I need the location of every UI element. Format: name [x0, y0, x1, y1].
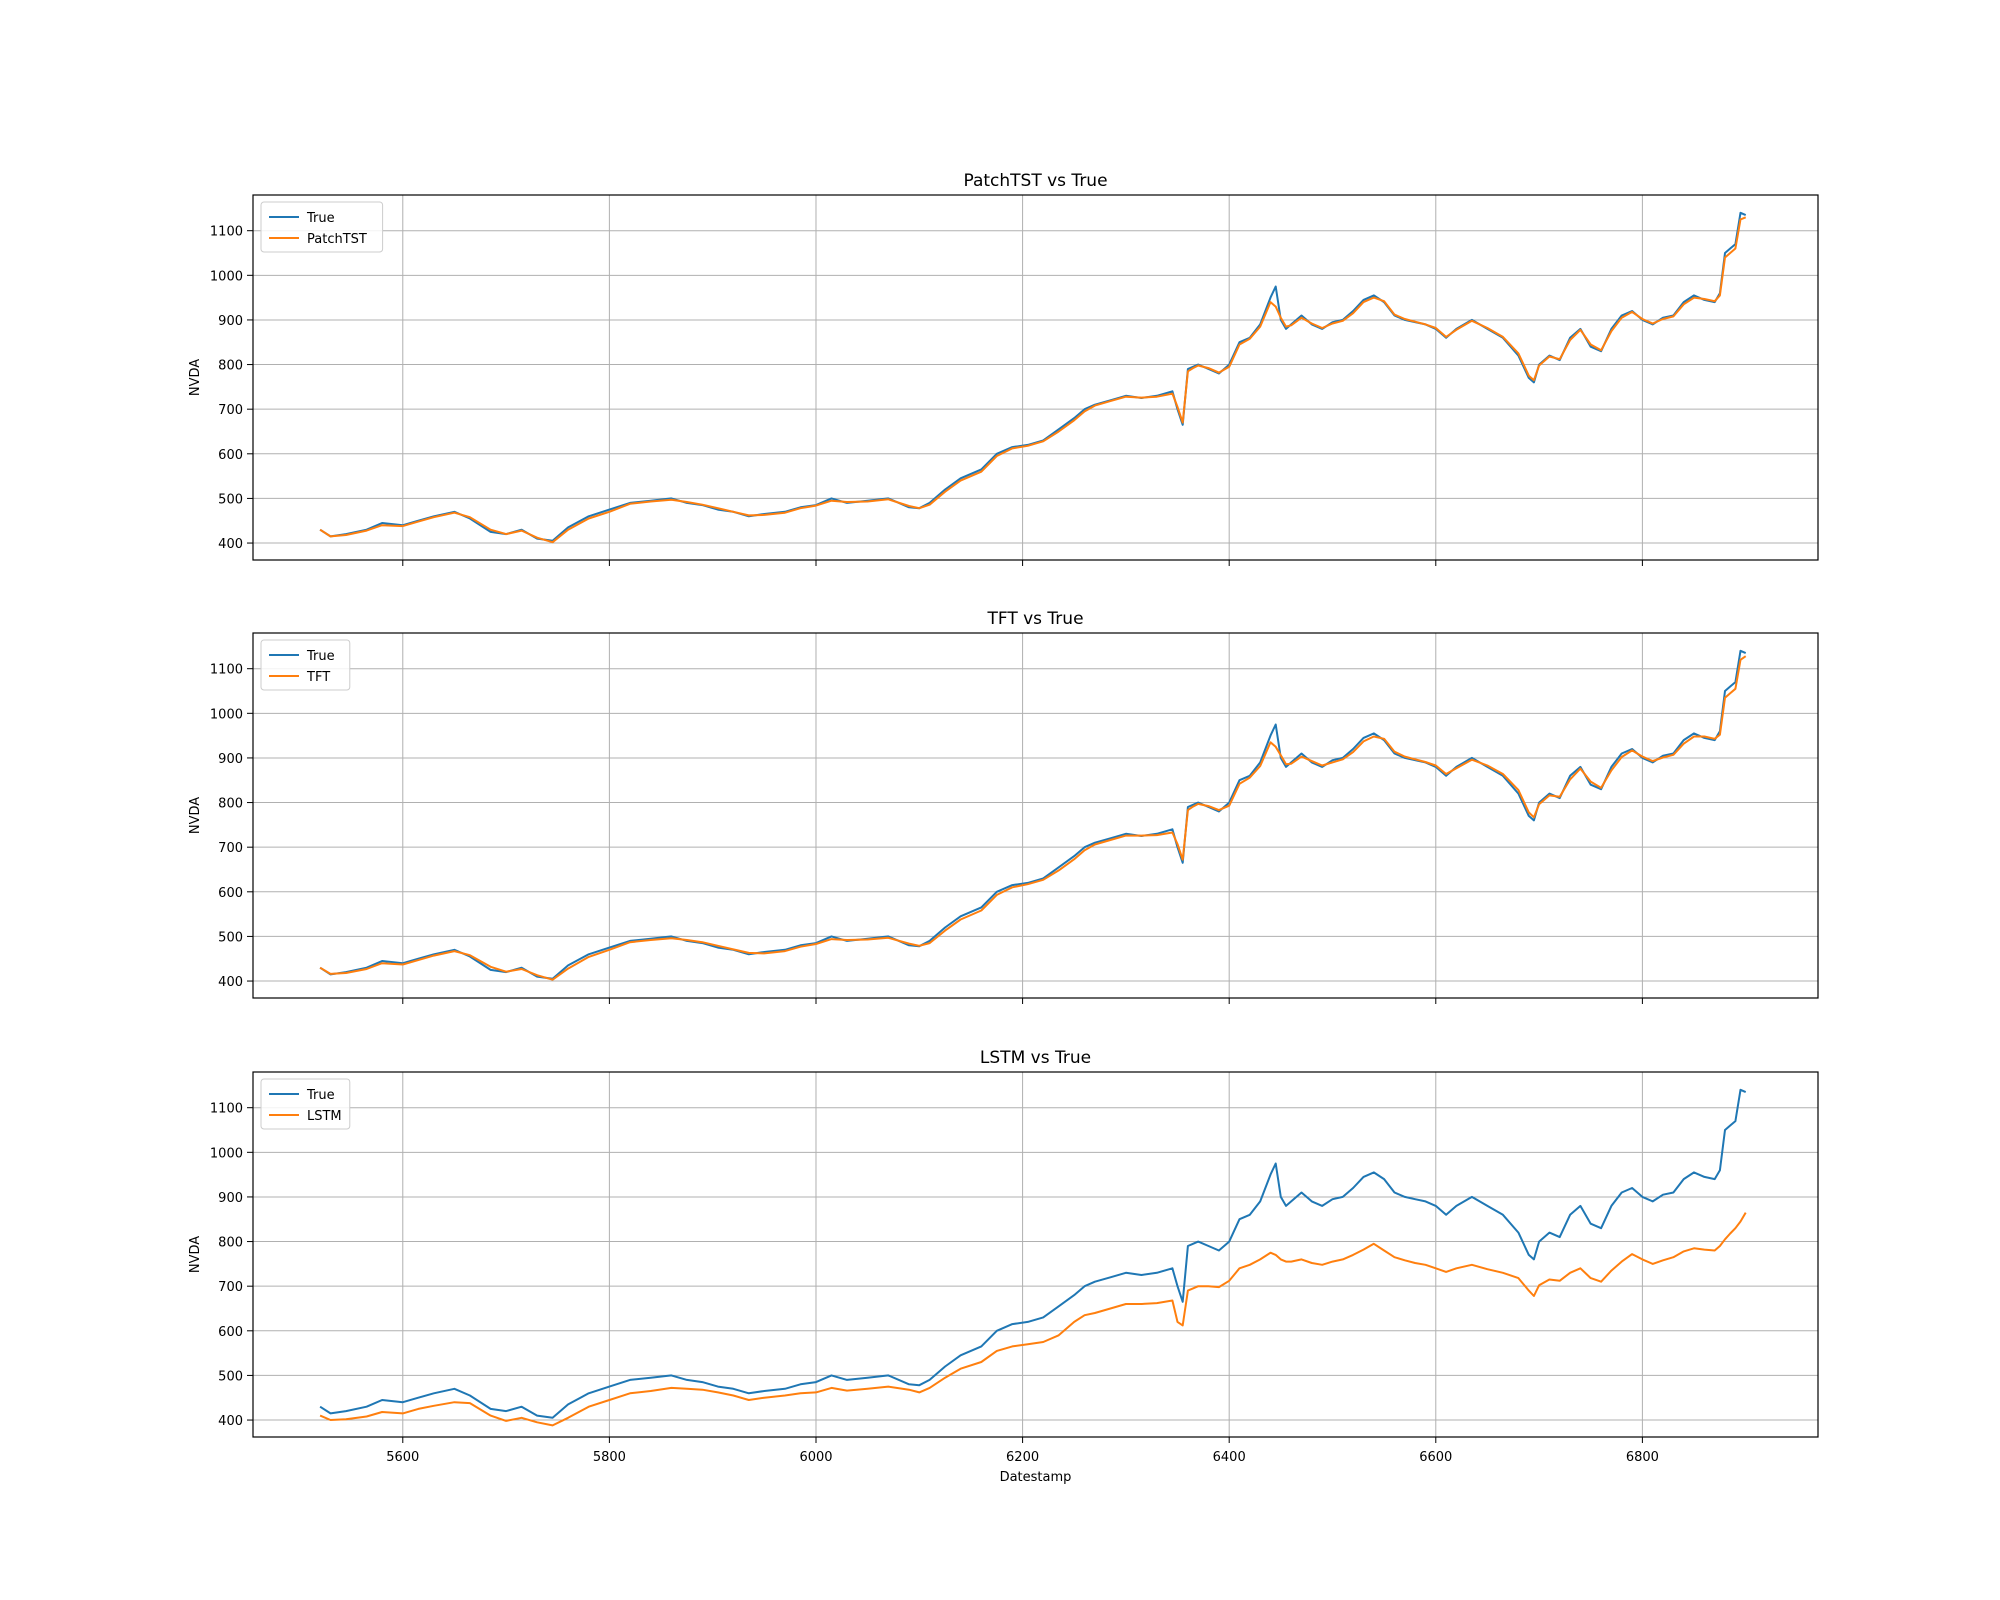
y-tick-label: 900: [218, 752, 243, 767]
y-tick-label: 400: [218, 537, 243, 552]
y-tick-label: 700: [218, 841, 243, 856]
y-tick-label: 800: [218, 359, 243, 374]
y-tick-label: 500: [218, 930, 243, 945]
y-tick-label: 900: [218, 314, 243, 329]
y-tick-label: 600: [218, 1325, 243, 1340]
y-tick-label: 600: [218, 886, 243, 901]
y-tick-label: 1000: [210, 269, 243, 284]
x-tick-label: 5600: [386, 1450, 419, 1465]
chart-panel-3: 5600 5800 6000 6200 6400 6600 6800 400 500 600 700…: [188, 1048, 1819, 1485]
series-line-tft: [319, 655, 1747, 981]
y-tick-label: 700: [218, 1280, 243, 1295]
y-tick-label: 1000: [210, 707, 243, 722]
series-line-true: [319, 649, 1747, 980]
y-tick-label: 500: [218, 492, 243, 507]
x-tick-label: 6200: [1006, 1450, 1039, 1465]
y-axis-label: NVDA: [188, 797, 203, 834]
legend: True PatchTST: [260, 201, 384, 253]
y-axis-label: NVDA: [188, 1236, 203, 1273]
x-tick-label: 6600: [1419, 1450, 1452, 1465]
legend-label: True: [306, 649, 335, 664]
y-tick-label: 500: [218, 1369, 243, 1384]
chart-panel-2: 400 500 600 700 800 900 1000 1100 TFT vs True NVD…: [188, 609, 1819, 1004]
x-tick-label: 6400: [1213, 1450, 1246, 1465]
legend-label: PatchTST: [307, 232, 367, 247]
plot-area-frame: [252, 194, 1819, 561]
chart-title: TFT vs True: [986, 609, 1083, 629]
y-tick-label: 700: [218, 403, 243, 418]
series-line-patchtst: [319, 216, 1747, 544]
x-axis-label: Datestamp: [1000, 1470, 1072, 1485]
series-line-true: [319, 1088, 1747, 1419]
x-tick-label: 5800: [593, 1450, 626, 1465]
y-tick-label: 800: [218, 1236, 243, 1251]
legend-label: LSTM: [307, 1109, 342, 1124]
chart-panel-1: 400 500 600 700 800 900 1000 1100 PatchTST vs Tr…: [188, 171, 1819, 566]
y-tick-label: 1100: [210, 663, 243, 678]
y-tick-label: 400: [218, 1414, 243, 1429]
legend: True LSTM: [260, 1078, 351, 1130]
chart-title: PatchTST vs True: [963, 171, 1107, 191]
chart-title: LSTM vs True: [980, 1048, 1091, 1068]
legend-box: [260, 1078, 351, 1130]
y-tick-label: 1100: [210, 1102, 243, 1117]
y-tick-label: 900: [218, 1191, 243, 1206]
y-tick-label: 400: [218, 975, 243, 990]
x-tick-label: 6800: [1626, 1450, 1659, 1465]
legend-label: True: [306, 211, 335, 226]
series-line-lstm: [319, 1212, 1747, 1427]
legend-label: TFT: [306, 670, 330, 685]
series-line-true: [319, 211, 1747, 542]
x-tick-label: 6000: [799, 1450, 832, 1465]
legend-label: True: [306, 1088, 335, 1103]
legend-box: [260, 201, 384, 253]
y-tick-label: 800: [218, 797, 243, 812]
y-axis-label: NVDA: [188, 359, 203, 396]
plot-area-frame: [252, 632, 1819, 999]
legend-box: [260, 639, 351, 691]
y-tick-label: 1000: [210, 1146, 243, 1161]
plot-area-frame: [252, 1071, 1819, 1438]
legend: True TFT: [260, 639, 351, 691]
y-tick-label: 1100: [210, 225, 243, 240]
y-tick-label: 600: [218, 448, 243, 463]
